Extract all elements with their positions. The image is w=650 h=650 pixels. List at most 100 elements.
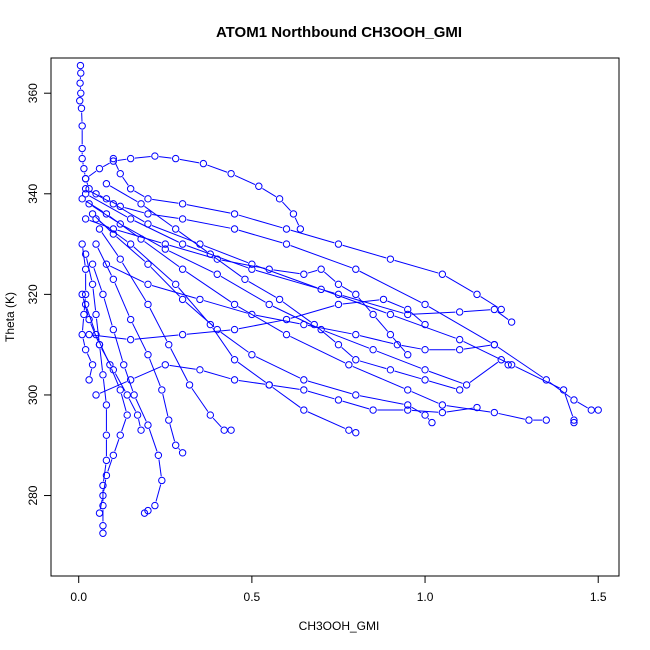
series-segment xyxy=(307,324,352,335)
data-point xyxy=(158,476,166,485)
data-point xyxy=(88,210,97,218)
data-point xyxy=(230,300,239,309)
data-point xyxy=(137,426,145,434)
series-13 xyxy=(81,300,131,517)
data-point xyxy=(404,305,412,314)
data-point xyxy=(227,426,235,434)
series-segment xyxy=(212,327,233,357)
series-segment xyxy=(221,259,266,269)
data-point xyxy=(85,315,93,324)
series-segment xyxy=(238,214,283,229)
series-segment xyxy=(149,307,168,342)
series-segment xyxy=(134,365,162,379)
data-point xyxy=(171,441,180,449)
series-15 xyxy=(78,240,97,384)
data-point xyxy=(99,529,107,537)
series-segment xyxy=(132,323,147,352)
series-segment xyxy=(411,391,439,404)
series-segment xyxy=(133,246,173,282)
data-point xyxy=(126,185,135,193)
series-segment xyxy=(89,368,93,376)
series-segment xyxy=(255,356,301,379)
data-point xyxy=(81,250,90,258)
series-segment xyxy=(577,401,588,409)
data-point xyxy=(300,386,308,394)
series-segment xyxy=(238,379,266,385)
y-axis: 280 300 320 340 360 xyxy=(26,83,52,506)
series-segment xyxy=(107,459,113,472)
data-point xyxy=(386,330,395,339)
series-segment xyxy=(307,269,318,274)
data-point xyxy=(178,265,187,273)
data-point xyxy=(126,376,135,384)
x-axis: 0.0 0.5 1.0 1.5 xyxy=(70,575,607,604)
series-segment xyxy=(149,358,161,387)
series-segment xyxy=(212,417,222,428)
series-segment xyxy=(515,366,561,389)
series-segment xyxy=(89,219,110,229)
data-point xyxy=(404,401,412,409)
series-segment xyxy=(272,386,301,408)
data-point xyxy=(99,522,107,530)
series-11 xyxy=(88,260,166,517)
series-segment xyxy=(207,164,228,173)
data-point xyxy=(88,260,97,268)
data-point xyxy=(116,255,124,263)
series-segment xyxy=(342,299,380,305)
data-point xyxy=(220,426,228,434)
data-point xyxy=(300,406,308,414)
data-point xyxy=(130,391,138,399)
data-point xyxy=(92,215,100,223)
series-segment xyxy=(99,381,128,394)
data-point xyxy=(144,210,152,218)
data-point xyxy=(102,210,111,218)
data-point xyxy=(161,245,169,253)
data-point xyxy=(300,270,308,278)
series-segment xyxy=(341,347,353,358)
data-point xyxy=(282,225,291,233)
series-segment xyxy=(564,393,574,417)
data-point xyxy=(109,157,118,165)
data-point xyxy=(421,411,429,419)
data-point xyxy=(352,356,360,364)
data-point xyxy=(265,265,273,273)
data-point xyxy=(587,406,595,414)
data-point xyxy=(227,169,235,178)
y-tick-label: 280 xyxy=(26,485,40,505)
series-segment xyxy=(290,245,353,269)
data-point xyxy=(345,361,353,369)
series-segment xyxy=(90,323,99,341)
series-segment xyxy=(394,370,422,380)
y-tick-label: 320 xyxy=(26,284,40,304)
series-segment xyxy=(497,311,509,320)
series-segment xyxy=(410,311,423,323)
data-point xyxy=(248,260,256,268)
series-segment xyxy=(463,341,509,364)
data-point xyxy=(126,315,135,324)
data-point xyxy=(76,97,84,105)
data-point xyxy=(542,416,550,424)
data-point xyxy=(206,411,215,419)
series-segment xyxy=(169,424,176,442)
data-point xyxy=(300,320,308,329)
data-point xyxy=(421,366,429,374)
data-point xyxy=(123,391,131,399)
data-point xyxy=(275,195,284,203)
series-segment xyxy=(82,338,86,346)
data-point xyxy=(255,182,263,190)
series-segment xyxy=(446,407,473,413)
series-segment xyxy=(428,370,463,384)
series-segment xyxy=(109,265,145,283)
series-segment xyxy=(237,361,267,383)
data-point xyxy=(455,308,464,316)
data-point xyxy=(490,305,499,314)
series-1 xyxy=(76,61,602,414)
series-segment xyxy=(307,411,346,429)
series-segment xyxy=(463,344,491,350)
data-point xyxy=(85,200,93,208)
series-segment xyxy=(255,269,335,294)
data-point xyxy=(92,190,100,198)
data-point xyxy=(78,195,86,203)
data-point xyxy=(490,408,499,417)
data-point xyxy=(570,416,578,424)
